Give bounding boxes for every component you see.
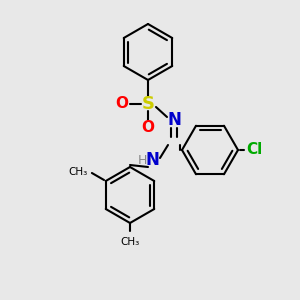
Text: N: N [167, 111, 181, 129]
Text: CH₃: CH₃ [120, 237, 140, 247]
Text: O: O [116, 97, 128, 112]
Text: O: O [142, 121, 154, 136]
Text: CH₃: CH₃ [68, 167, 87, 177]
Text: Cl: Cl [246, 142, 262, 158]
Text: S: S [142, 95, 154, 113]
Text: H: H [137, 154, 147, 166]
Text: N: N [145, 151, 159, 169]
